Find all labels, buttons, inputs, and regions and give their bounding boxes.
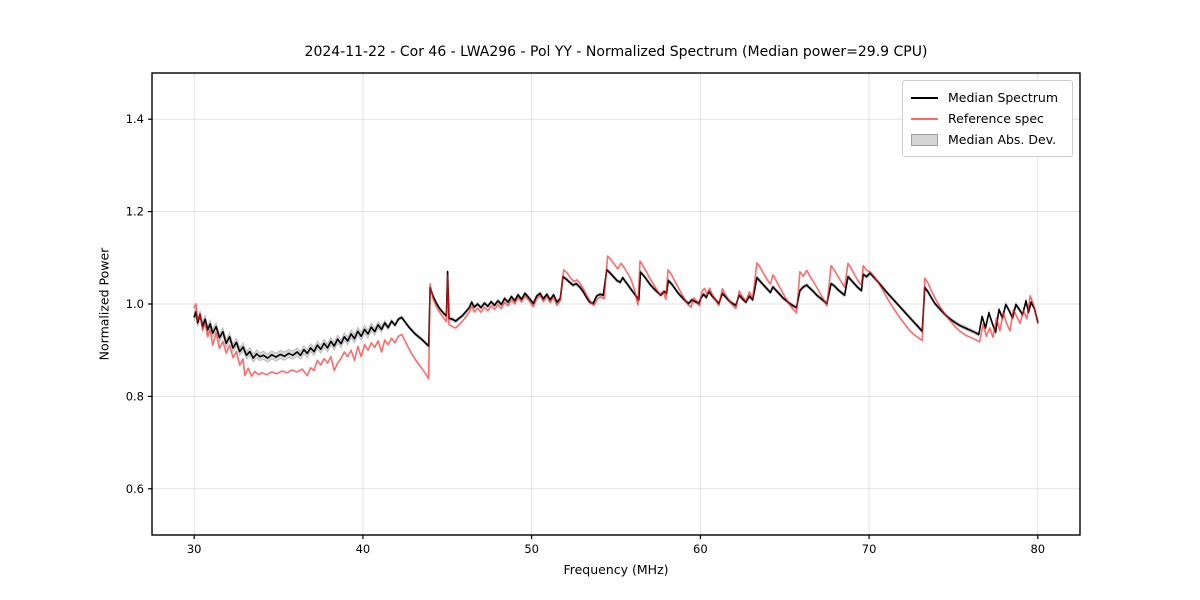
legend-entry-median-spectrum: Median Spectrum [911, 87, 1062, 108]
legend: Median Spectrum Reference spec Median Ab… [902, 80, 1073, 157]
legend-label: Median Spectrum [948, 90, 1059, 105]
median-spectrum-line-swatch [911, 96, 938, 99]
y-tick-label: 1.0 [126, 297, 144, 311]
reference-spec-line-swatch [911, 117, 938, 120]
x-tick-label: 30 [187, 542, 202, 556]
x-tick-label: 60 [693, 542, 708, 556]
y-tick-label: 0.8 [126, 389, 144, 403]
median-abs-dev-patch-swatch [911, 133, 938, 146]
legend-label: Median Abs. Dev. [948, 132, 1057, 147]
plot-title: 2024-11-22 - Cor 46 - LWA296 - Pol YY - … [304, 44, 928, 60]
x-tick-label: 70 [862, 542, 877, 556]
y-tick-label: 1.2 [126, 205, 144, 219]
reference-spec-line [193, 255, 1039, 380]
x-tick-label: 80 [1030, 542, 1045, 556]
x-tick-label: 40 [356, 542, 371, 556]
median-spectrum-line [193, 268, 1039, 359]
legend-entry-median-abs-dev: Median Abs. Dev. [911, 129, 1062, 150]
axis-ticks: 30 40 50 60 70 80 0.6 0.8 1.0 1.2 1.4 [126, 112, 1045, 556]
y-tick-label: 1.4 [126, 112, 144, 126]
median-abs-dev-band-lower-edge [193, 270, 1039, 363]
legend-label: Reference spec [948, 111, 1044, 126]
y-axis-label: Normalized Power [96, 247, 112, 361]
y-tick-label: 0.6 [126, 482, 144, 496]
legend-entry-reference-spec: Reference spec [911, 108, 1062, 129]
x-tick-label: 50 [524, 542, 539, 556]
median-abs-dev-band [194, 268, 1038, 363]
x-axis-label: Frequency (MHz) [563, 562, 669, 577]
